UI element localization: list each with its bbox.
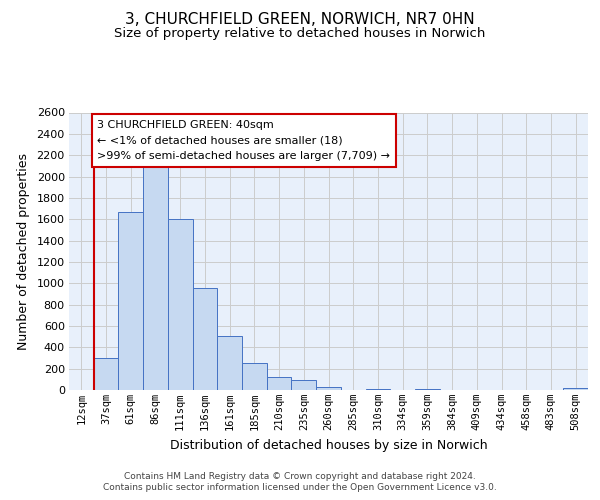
Bar: [292, 380, 316, 390]
Bar: [365, 389, 390, 390]
Bar: [217, 336, 242, 390]
Bar: [118, 212, 143, 390]
Text: Contains HM Land Registry data © Crown copyright and database right 2024.: Contains HM Land Registry data © Crown c…: [124, 472, 476, 481]
Y-axis label: Number of detached properties: Number of detached properties: [17, 153, 29, 350]
Bar: [193, 288, 217, 390]
Bar: [563, 388, 588, 390]
Bar: [94, 358, 118, 390]
Text: 3, CHURCHFIELD GREEN, NORWICH, NR7 0HN: 3, CHURCHFIELD GREEN, NORWICH, NR7 0HN: [125, 12, 475, 28]
Bar: [267, 377, 292, 390]
X-axis label: Distribution of detached houses by size in Norwich: Distribution of detached houses by size …: [170, 438, 487, 452]
Bar: [242, 363, 267, 390]
Text: Contains public sector information licensed under the Open Government Licence v3: Contains public sector information licen…: [103, 484, 497, 492]
Text: Size of property relative to detached houses in Norwich: Size of property relative to detached ho…: [115, 28, 485, 40]
Bar: [168, 219, 193, 390]
Bar: [316, 387, 341, 390]
Text: 3 CHURCHFIELD GREEN: 40sqm
← <1% of detached houses are smaller (18)
>99% of sem: 3 CHURCHFIELD GREEN: 40sqm ← <1% of deta…: [97, 120, 391, 161]
Bar: [143, 162, 168, 390]
